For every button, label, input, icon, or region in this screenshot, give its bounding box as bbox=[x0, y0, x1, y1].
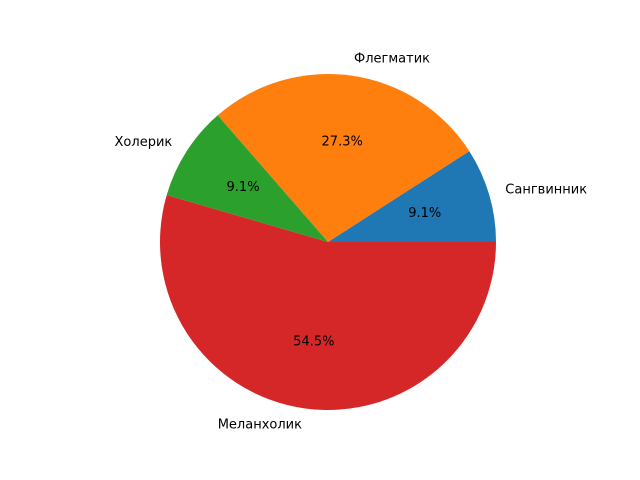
slice-label-0: Сангвинник bbox=[505, 182, 587, 197]
slice-percent-label-2: 9.1% bbox=[227, 180, 260, 195]
pie-slices bbox=[159, 73, 496, 410]
pie-slice-0 bbox=[328, 151, 496, 242]
pie-slice-3 bbox=[159, 195, 496, 410]
pie-slice-1 bbox=[217, 73, 470, 242]
slice-percent-label-0: 9.1% bbox=[408, 206, 441, 221]
slice-percent-label-1: 27.3% bbox=[322, 135, 363, 150]
slice-label-3: Меланхолик bbox=[218, 417, 302, 432]
pie-slice-2 bbox=[166, 115, 328, 242]
slice-label-1: Флегматик bbox=[354, 52, 430, 67]
slice-label-2: Холерик bbox=[115, 135, 173, 150]
slice-percent-label-3: 54.5% bbox=[293, 334, 334, 349]
pie-labels: Сангвинник 9.1% Флегматик 27.3% Холерик 9.1% М… bbox=[115, 52, 588, 433]
